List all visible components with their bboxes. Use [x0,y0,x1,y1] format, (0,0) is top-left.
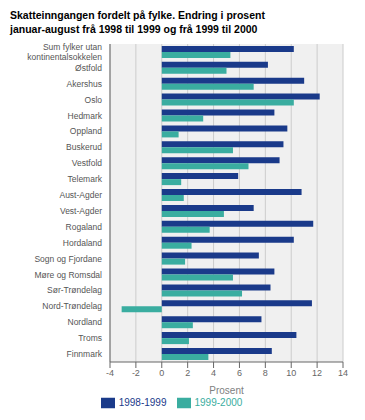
svg-text:Hedmark: Hedmark [68,111,103,121]
svg-text:Møre og Romsdal: Møre og Romsdal [34,270,102,280]
svg-text:0: 0 [159,368,164,378]
svg-text:10: 10 [286,368,296,378]
svg-text:Aust-Agder: Aust-Agder [59,190,102,200]
svg-text:Østfold: Østfold [75,63,102,73]
html-text:1999-2000: 1999-2000 [194,396,243,408]
svg-text:6: 6 [237,368,242,378]
svg-text:Troms: Troms [78,333,102,343]
html-text:januar-august frå 1998 til 199: januar-august frå 1998 til 1999 og frå 1… [10,23,258,35]
svg-text:Akershus: Akershus [67,79,102,89]
svg-text:Vestfold: Vestfold [72,158,103,168]
html-text:1998-1999: 1998-1999 [118,396,167,408]
svg-text:Vest-Agder: Vest-Agder [60,206,102,216]
svg-text:Nord-Trøndelag: Nord-Trøndelag [42,301,102,311]
svg-text:Sør-Trøndelag: Sør-Trøndelag [47,285,102,295]
html-text:Skatteinngangen fordelt på fyl: Skatteinngangen fordelt på fylke. Endrin… [10,9,265,21]
svg-text:Buskerud: Buskerud [66,142,102,152]
svg-text:4: 4 [211,368,216,378]
svg-text:Sum fylker utankontinentalsokk: Sum fylker utankontinentalsokkelen [27,42,102,61]
svg-text:Finnmark: Finnmark [67,349,103,359]
svg-text:Hordaland: Hordaland [63,238,102,248]
svg-text:8: 8 [263,368,268,378]
svg-text:Prosent: Prosent [209,385,244,396]
svg-text:2: 2 [185,368,190,378]
svg-text:Oppland: Oppland [70,126,102,136]
svg-text:Rogaland: Rogaland [66,222,103,232]
svg-text:Nordland: Nordland [68,317,103,327]
svg-text:12: 12 [312,368,322,378]
svg-text:14: 14 [338,368,348,378]
svg-text:-4: -4 [106,368,114,378]
svg-text:Telemark: Telemark [68,174,103,184]
svg-text:Oslo: Oslo [85,95,103,105]
svg-text:Sogn og Fjordane: Sogn og Fjordane [34,254,102,264]
svg-text:-2: -2 [132,368,140,378]
